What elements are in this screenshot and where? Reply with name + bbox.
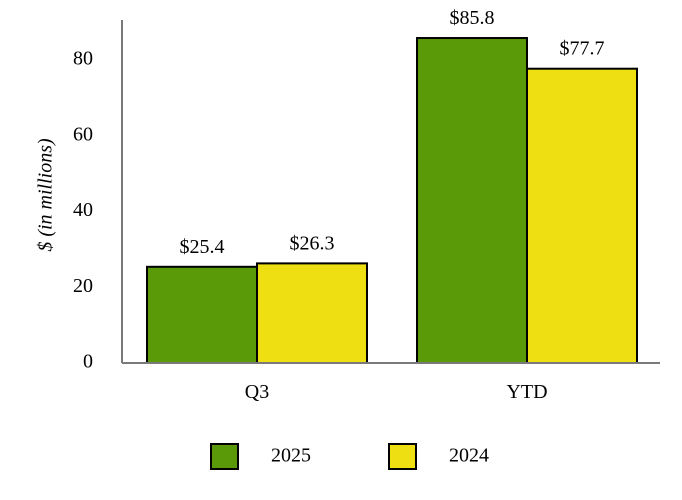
data-label-ytd-2024: $77.7 xyxy=(560,38,605,60)
data-label-ytd-2025: $85.8 xyxy=(450,7,495,29)
y-tick-label: 20 xyxy=(73,275,93,297)
data-labels: $25.4 $26.3 $85.8 $77.7 xyxy=(180,7,605,258)
category-label-ytd: YTD xyxy=(506,381,547,403)
category-labels: Q3 YTD xyxy=(245,381,548,403)
y-axis-title: $ (in millions) xyxy=(35,138,57,252)
y-tick-label: 40 xyxy=(73,199,93,221)
bar-q3-2024 xyxy=(256,262,368,365)
legend-label-2025: 2025 xyxy=(271,445,311,467)
legend-swatch-2024 xyxy=(388,443,417,470)
bar-ytd-2025 xyxy=(416,37,528,364)
bar-q3-2025 xyxy=(146,265,258,364)
bars xyxy=(146,37,638,365)
y-axis-ticks: 0 20 40 60 80 xyxy=(73,48,93,373)
legend: 2025 2024 xyxy=(210,443,489,470)
y-tick-label: 60 xyxy=(73,123,93,145)
data-label-q3-2024: $26.3 xyxy=(290,232,335,254)
bar-ytd-2024 xyxy=(526,67,638,365)
legend-label-2024: 2024 xyxy=(449,445,489,467)
data-label-q3-2025: $25.4 xyxy=(180,236,225,258)
y-tick-label: 0 xyxy=(83,351,93,373)
legend-swatch-2025 xyxy=(210,443,239,470)
category-label-q3: Q3 xyxy=(245,381,269,403)
y-tick-label: 80 xyxy=(73,48,93,70)
